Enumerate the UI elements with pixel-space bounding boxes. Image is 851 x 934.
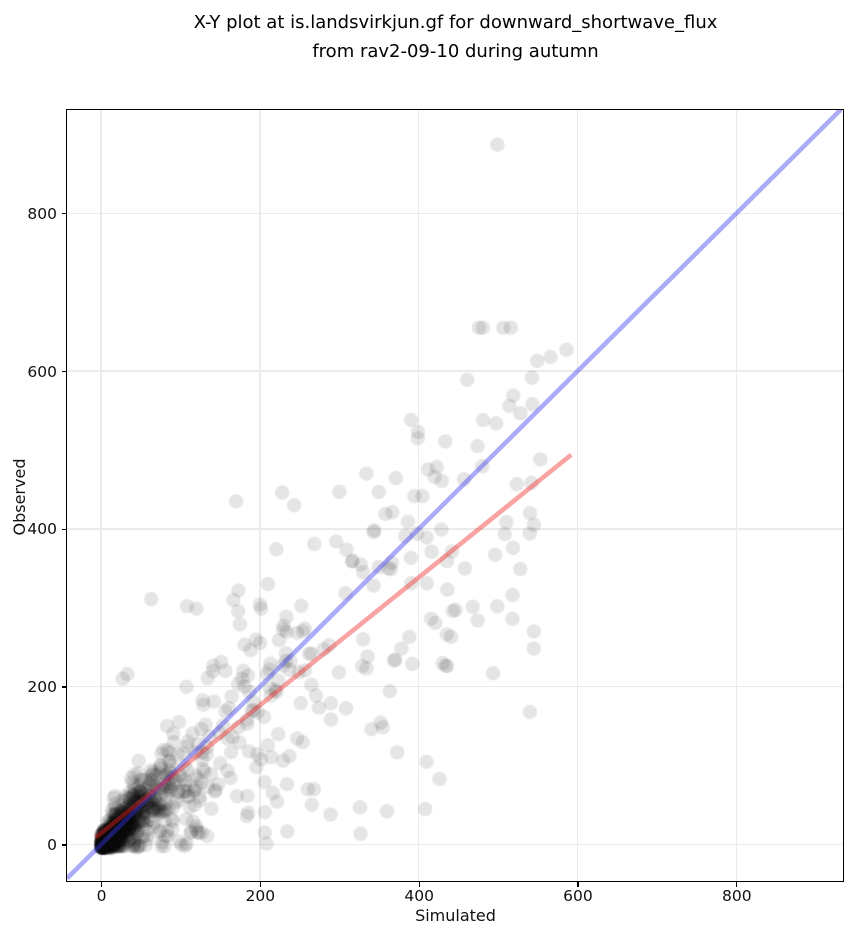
- y-axis-label: Observed: [10, 458, 29, 536]
- y-tick-label: 800: [27, 204, 57, 223]
- y-tick-label: 400: [27, 520, 57, 539]
- overlay-lines: [67, 110, 842, 880]
- scatter-points-canvas: [67, 110, 842, 880]
- y-tick-mark: [61, 213, 66, 215]
- y-tick-mark: [61, 844, 66, 846]
- x-tick-label: 600: [563, 887, 593, 905]
- x-axis-label: Simulated: [415, 906, 496, 925]
- x-tick-label: 400: [404, 887, 434, 905]
- x-tick-label: 800: [721, 887, 752, 905]
- y-tick-mark: [61, 528, 66, 530]
- y-tick-label: 600: [27, 362, 57, 381]
- x-tick-label: 200: [245, 887, 276, 905]
- chart-title-line-1: X-Y plot at is.landsvirkjun.gf for downw…: [193, 12, 718, 33]
- x-tick-mark: [736, 882, 738, 887]
- plot-area: [66, 109, 844, 882]
- x-tick-mark: [577, 882, 579, 887]
- x-tick-mark: [259, 882, 261, 887]
- chart-title: X-Y plot at is.landsvirkjun.gf for downw…: [67, 8, 844, 66]
- y-tick-label: 0: [47, 835, 57, 854]
- x-tick-mark: [418, 882, 420, 887]
- x-tick-mark: [100, 882, 103, 887]
- y-tick-label: 200: [27, 678, 57, 697]
- y-tick-mark: [61, 686, 66, 688]
- chart-title-line-2: from rav2-09-10 during autumn: [312, 41, 599, 62]
- y-tick-mark: [61, 370, 66, 373]
- identity-line: [67, 110, 842, 880]
- x-tick-label: 0: [96, 887, 107, 905]
- regression-line: [94, 452, 573, 840]
